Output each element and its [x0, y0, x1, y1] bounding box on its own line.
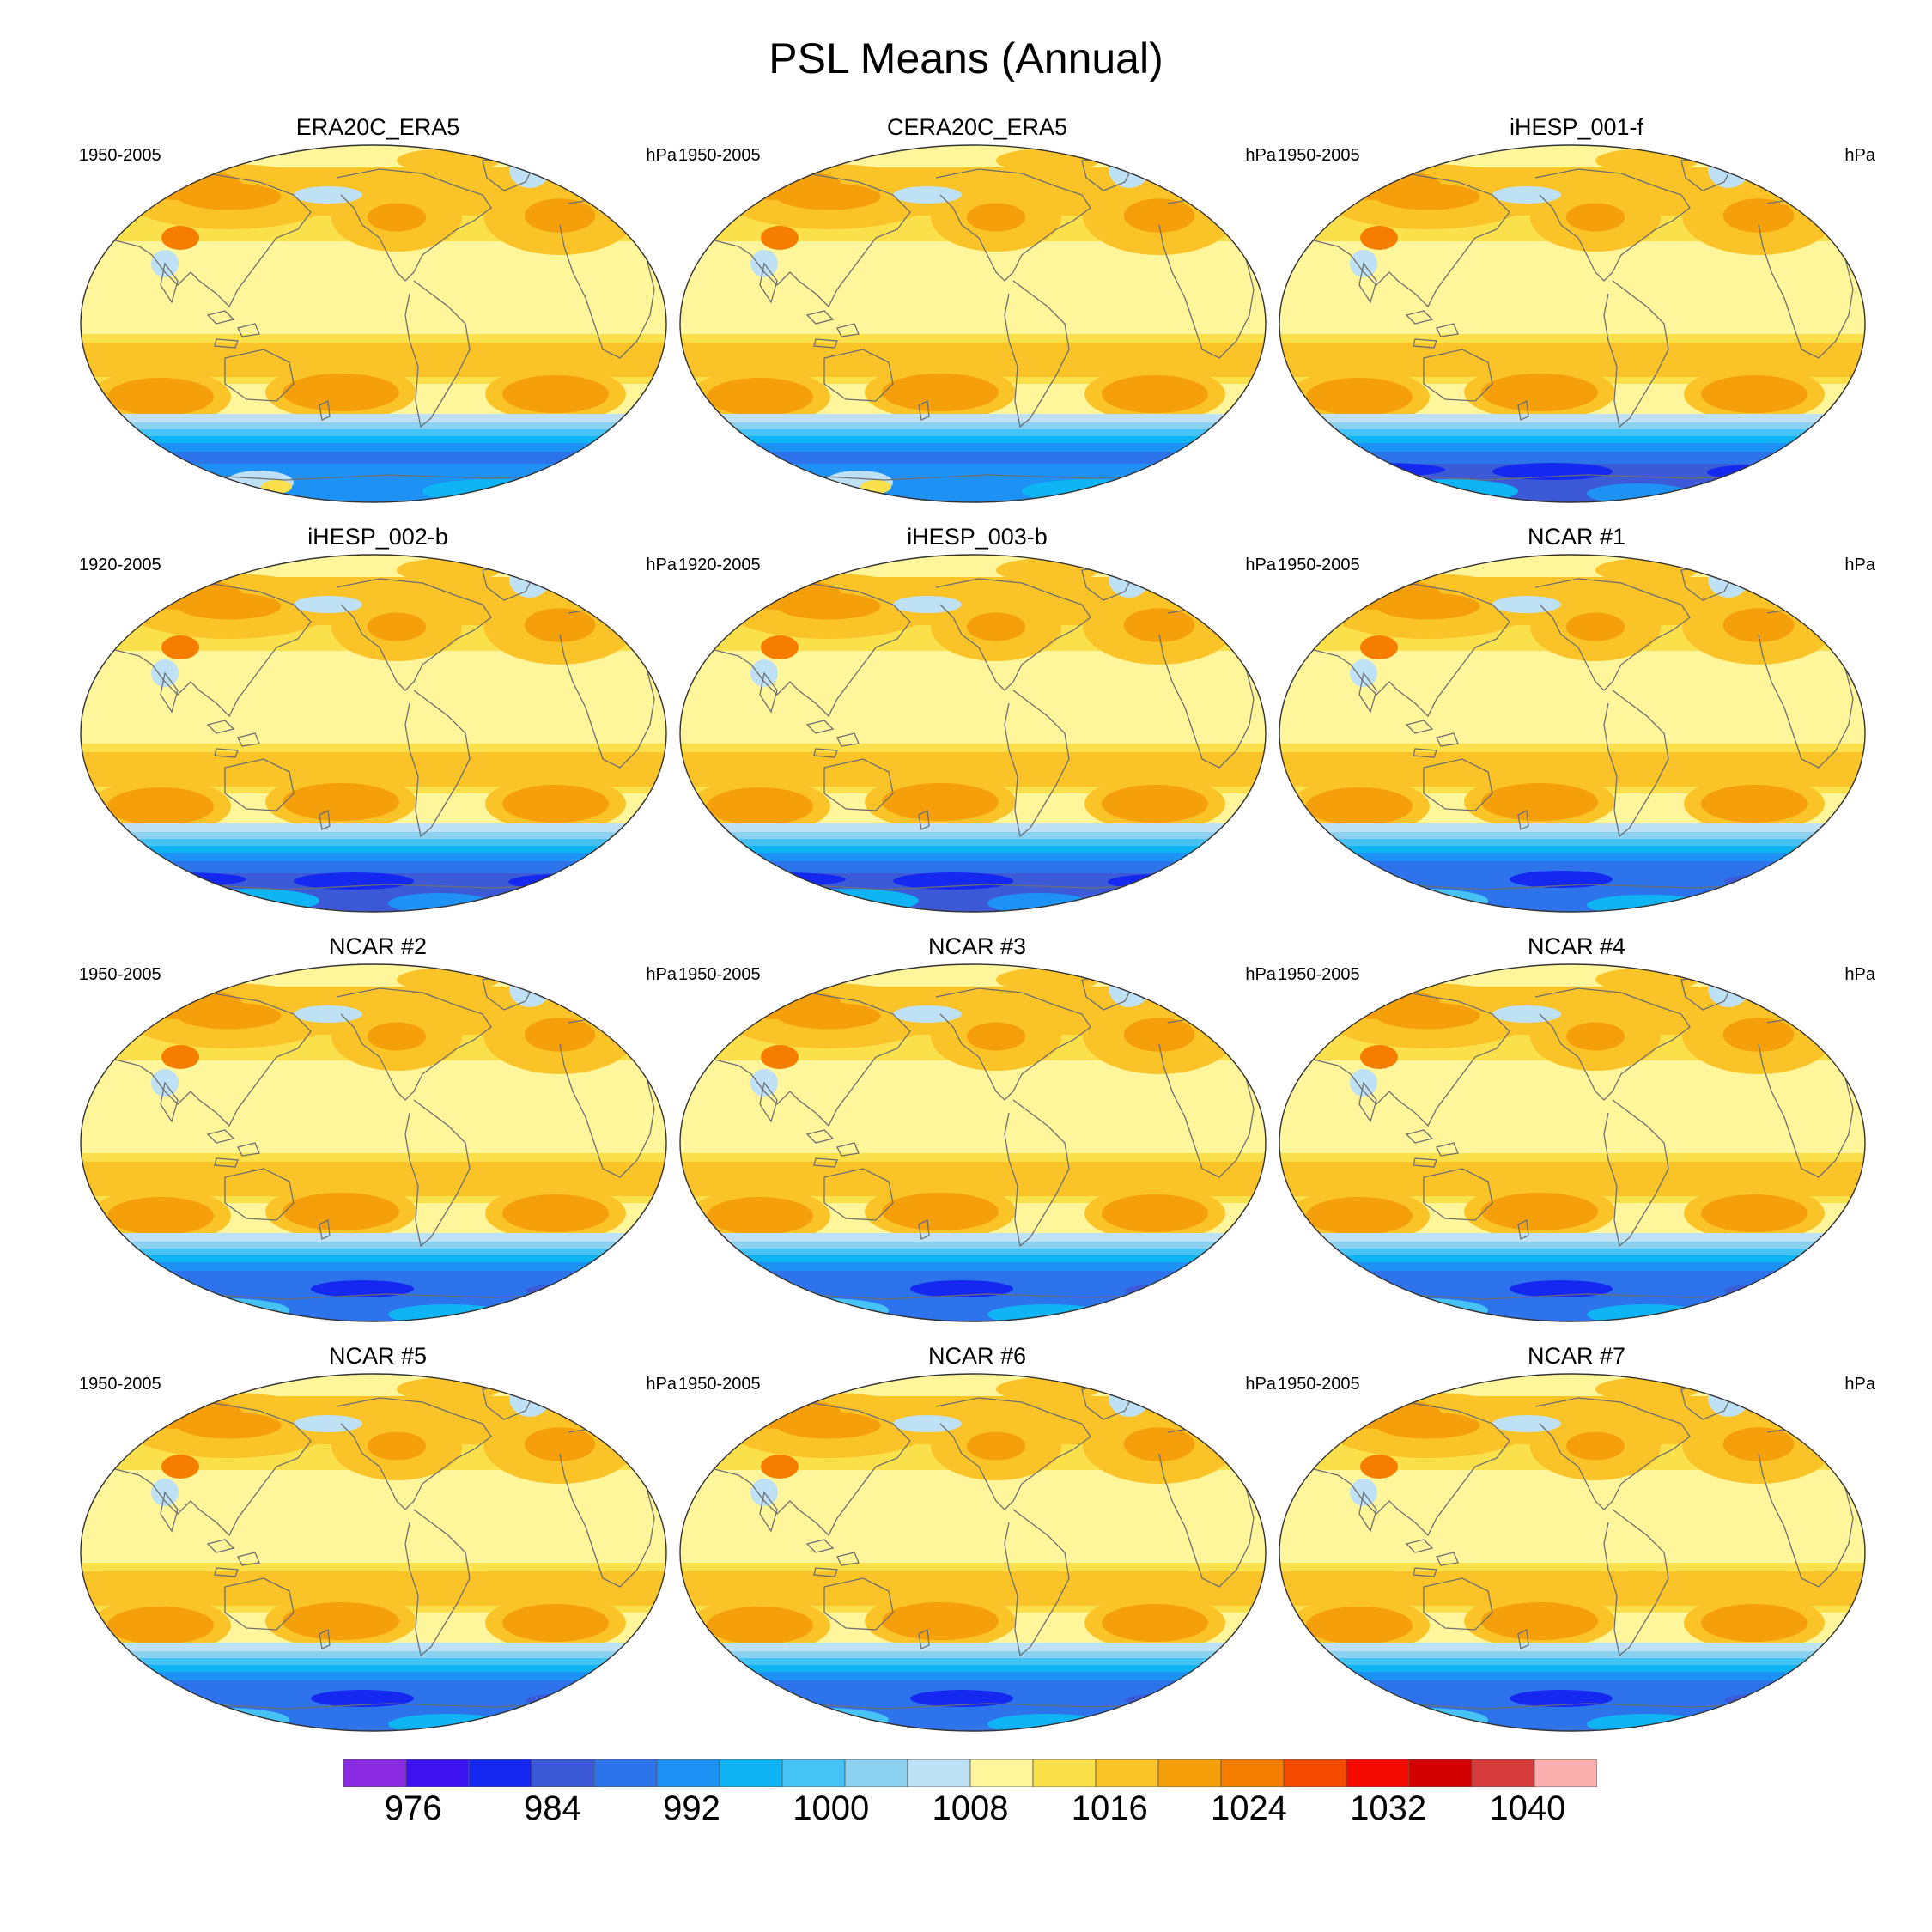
psl-map [679, 144, 1267, 503]
pressure-field [1279, 1374, 1865, 1731]
psl-map [679, 554, 1267, 913]
panel-title: NCAR #7 [1527, 1343, 1626, 1369]
map-panel: iHESP_003-b 1920-2005 hPa [678, 524, 1276, 913]
panel-title: iHESP_001-f [1509, 114, 1644, 140]
psl-map [1279, 144, 1866, 503]
colorbar-tick-label: 1040 [1489, 1789, 1566, 1827]
pressure-field [81, 1374, 666, 1731]
panel-units: hPa [1245, 965, 1276, 984]
panel-period: 1950-2005 [1278, 1375, 1360, 1394]
pressure-field [1279, 555, 1865, 912]
panel-units: hPa [646, 146, 677, 165]
colorbar [343, 1759, 1597, 1787]
panel-title: NCAR #1 [1527, 524, 1626, 550]
colorbar-swatch [1408, 1759, 1473, 1787]
map-panel: NCAR #3 1950-2005 hPa [678, 933, 1276, 1322]
psl-map [80, 963, 667, 1322]
colorbar-swatch [969, 1759, 1034, 1787]
pressure-field [680, 964, 1266, 1321]
panel-units: hPa [1245, 556, 1276, 574]
panel-period: 1950-2005 [678, 965, 761, 984]
colorbar-tick-label: 992 [663, 1789, 720, 1827]
panel-period: 1950-2005 [1278, 146, 1360, 165]
colorbar-swatch [531, 1759, 595, 1787]
colorbar-swatch [1471, 1759, 1535, 1787]
panel-period: 1920-2005 [678, 556, 761, 574]
psl-map [1279, 963, 1866, 1322]
psl-map [80, 1373, 667, 1732]
colorbar-swatch [343, 1759, 407, 1787]
colorbar-tick-label: 1032 [1350, 1789, 1427, 1827]
map-panel: NCAR #6 1950-2005 hPa [678, 1343, 1276, 1732]
panel-units: hPa [1844, 556, 1875, 574]
map-panel: CERA20C_ERA5 1950-2005 hPa [678, 114, 1276, 503]
panel-title: NCAR #6 [927, 1343, 1027, 1369]
colorbar-swatch [1157, 1759, 1222, 1787]
map-panel: NCAR #1 1950-2005 hPa [1278, 524, 1875, 913]
colorbar-swatch [1095, 1759, 1159, 1787]
panel-title: NCAR #4 [1527, 933, 1626, 959]
panel-title: NCAR #2 [328, 933, 428, 959]
colorbar-swatch [405, 1759, 470, 1787]
panel-title: NCAR #5 [328, 1343, 428, 1369]
panel-units: hPa [1844, 146, 1875, 165]
panel-units: hPa [1245, 146, 1276, 165]
panel-title: CERA20C_ERA5 [886, 114, 1068, 140]
colorbar-tick-label: 984 [523, 1789, 581, 1827]
psl-map [80, 144, 667, 503]
psl-map [679, 963, 1267, 1322]
panel-units: hPa [646, 556, 677, 574]
panel-units: hPa [1245, 1375, 1276, 1394]
colorbar-tick-label: 1008 [932, 1789, 1009, 1827]
panel-units: hPa [1844, 1375, 1875, 1394]
colorbar-swatch [1346, 1759, 1410, 1787]
psl-map [1279, 1373, 1866, 1732]
colorbar-swatch [907, 1759, 971, 1787]
colorbar-swatch [781, 1759, 846, 1787]
panel-period: 1950-2005 [678, 146, 761, 165]
colorbar-swatch [1283, 1759, 1347, 1787]
panel-title: iHESP_002-b [307, 524, 448, 550]
psl-map [679, 1373, 1267, 1732]
colorbar-tick-label: 1000 [793, 1789, 870, 1827]
map-panel: NCAR #7 1950-2005 hPa [1278, 1343, 1875, 1732]
panel-period: 1920-2005 [79, 556, 161, 574]
colorbar-swatch [593, 1759, 658, 1787]
colorbar-tick-label: 1024 [1210, 1789, 1287, 1827]
panel-period: 1950-2005 [1278, 556, 1360, 574]
map-panel: iHESP_002-b 1920-2005 hPa [79, 524, 677, 913]
colorbar-swatch [656, 1759, 720, 1787]
panel-period: 1950-2005 [79, 146, 161, 165]
colorbar-swatch [844, 1759, 908, 1787]
colorbar-tick-label: 976 [384, 1789, 442, 1827]
psl-map [80, 554, 667, 913]
colorbar-swatch [719, 1759, 783, 1787]
colorbar-swatch [1534, 1759, 1597, 1787]
psl-map [1279, 554, 1866, 913]
panel-units: hPa [1844, 965, 1875, 984]
panel-title: ERA20C_ERA5 [295, 114, 460, 140]
panel-units: hPa [646, 965, 677, 984]
panel-period: 1950-2005 [678, 1375, 761, 1394]
map-panel: NCAR #4 1950-2005 hPa [1278, 933, 1875, 1322]
colorbar-swatch [1220, 1759, 1285, 1787]
figure-title: PSL Means (Annual) [769, 34, 1163, 82]
panel-units: hPa [646, 1375, 677, 1394]
colorbar-swatch [468, 1759, 532, 1787]
map-panel: NCAR #2 1950-2005 hPa [79, 933, 677, 1322]
map-panel: ERA20C_ERA5 1950-2005 hPa [79, 114, 677, 503]
map-panel: iHESP_001-f 1950-2005 hPa [1278, 114, 1875, 503]
panel-title: NCAR #3 [927, 933, 1027, 959]
colorbar-tick-label: 1016 [1071, 1789, 1148, 1827]
panel-title: iHESP_003-b [907, 524, 1048, 550]
panel-period: 1950-2005 [79, 965, 161, 984]
pressure-field [680, 1374, 1266, 1731]
colorbar-swatch [1032, 1759, 1097, 1787]
panel-period: 1950-2005 [79, 1375, 161, 1394]
map-panel: NCAR #5 1950-2005 hPa [79, 1343, 677, 1732]
panel-period: 1950-2005 [1278, 965, 1360, 984]
